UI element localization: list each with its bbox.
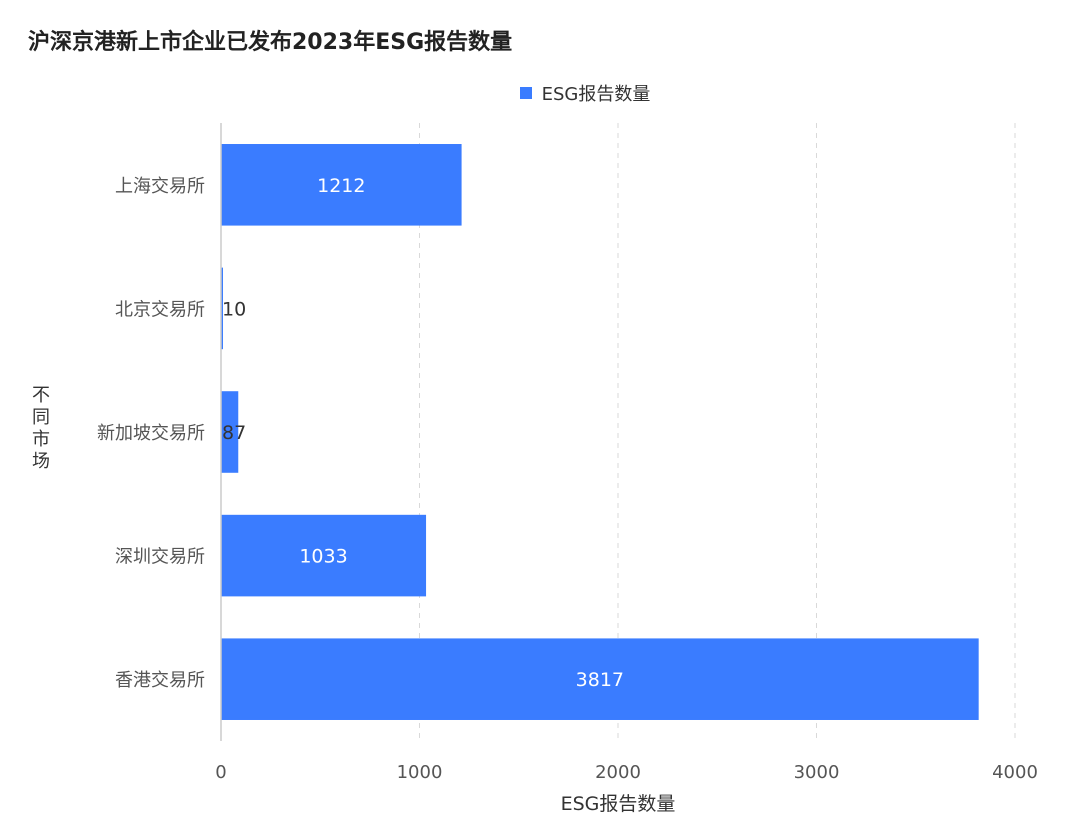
legend-swatch	[519, 87, 532, 99]
chart-title: 沪深京港新上市企业已发布2023年ESG报告数量	[28, 30, 513, 55]
category-label: 北京交易所	[115, 299, 205, 320]
category-label: 香港交易所	[115, 670, 205, 691]
bar	[221, 391, 239, 473]
data-label: 1033	[299, 546, 347, 568]
bar	[221, 144, 462, 226]
category-label: 上海交易所	[115, 176, 205, 197]
x-axis-label: ESG报告数量	[561, 793, 676, 815]
category-label: 深圳交易所	[115, 547, 205, 568]
legend: ESG报告数量	[0, 80, 1074, 106]
legend-label: ESG报告数量	[541, 84, 651, 105]
x-tick-label: 1000	[397, 762, 443, 783]
bar	[221, 638, 979, 720]
x-tick-label: 2000	[595, 762, 641, 783]
x-tick-label: 0	[215, 762, 226, 783]
x-tick-label: 3000	[794, 762, 840, 783]
y-axis-label: 不同市场	[32, 385, 50, 472]
category-label: 新加坡交易所	[97, 423, 205, 444]
bar	[221, 267, 223, 350]
data-label: 1212	[317, 175, 365, 197]
data-label: 10	[222, 298, 246, 320]
x-tick-label: 4000	[992, 762, 1038, 783]
data-label: 3817	[576, 669, 624, 691]
bar	[221, 514, 427, 597]
data-label: 87	[222, 422, 246, 444]
